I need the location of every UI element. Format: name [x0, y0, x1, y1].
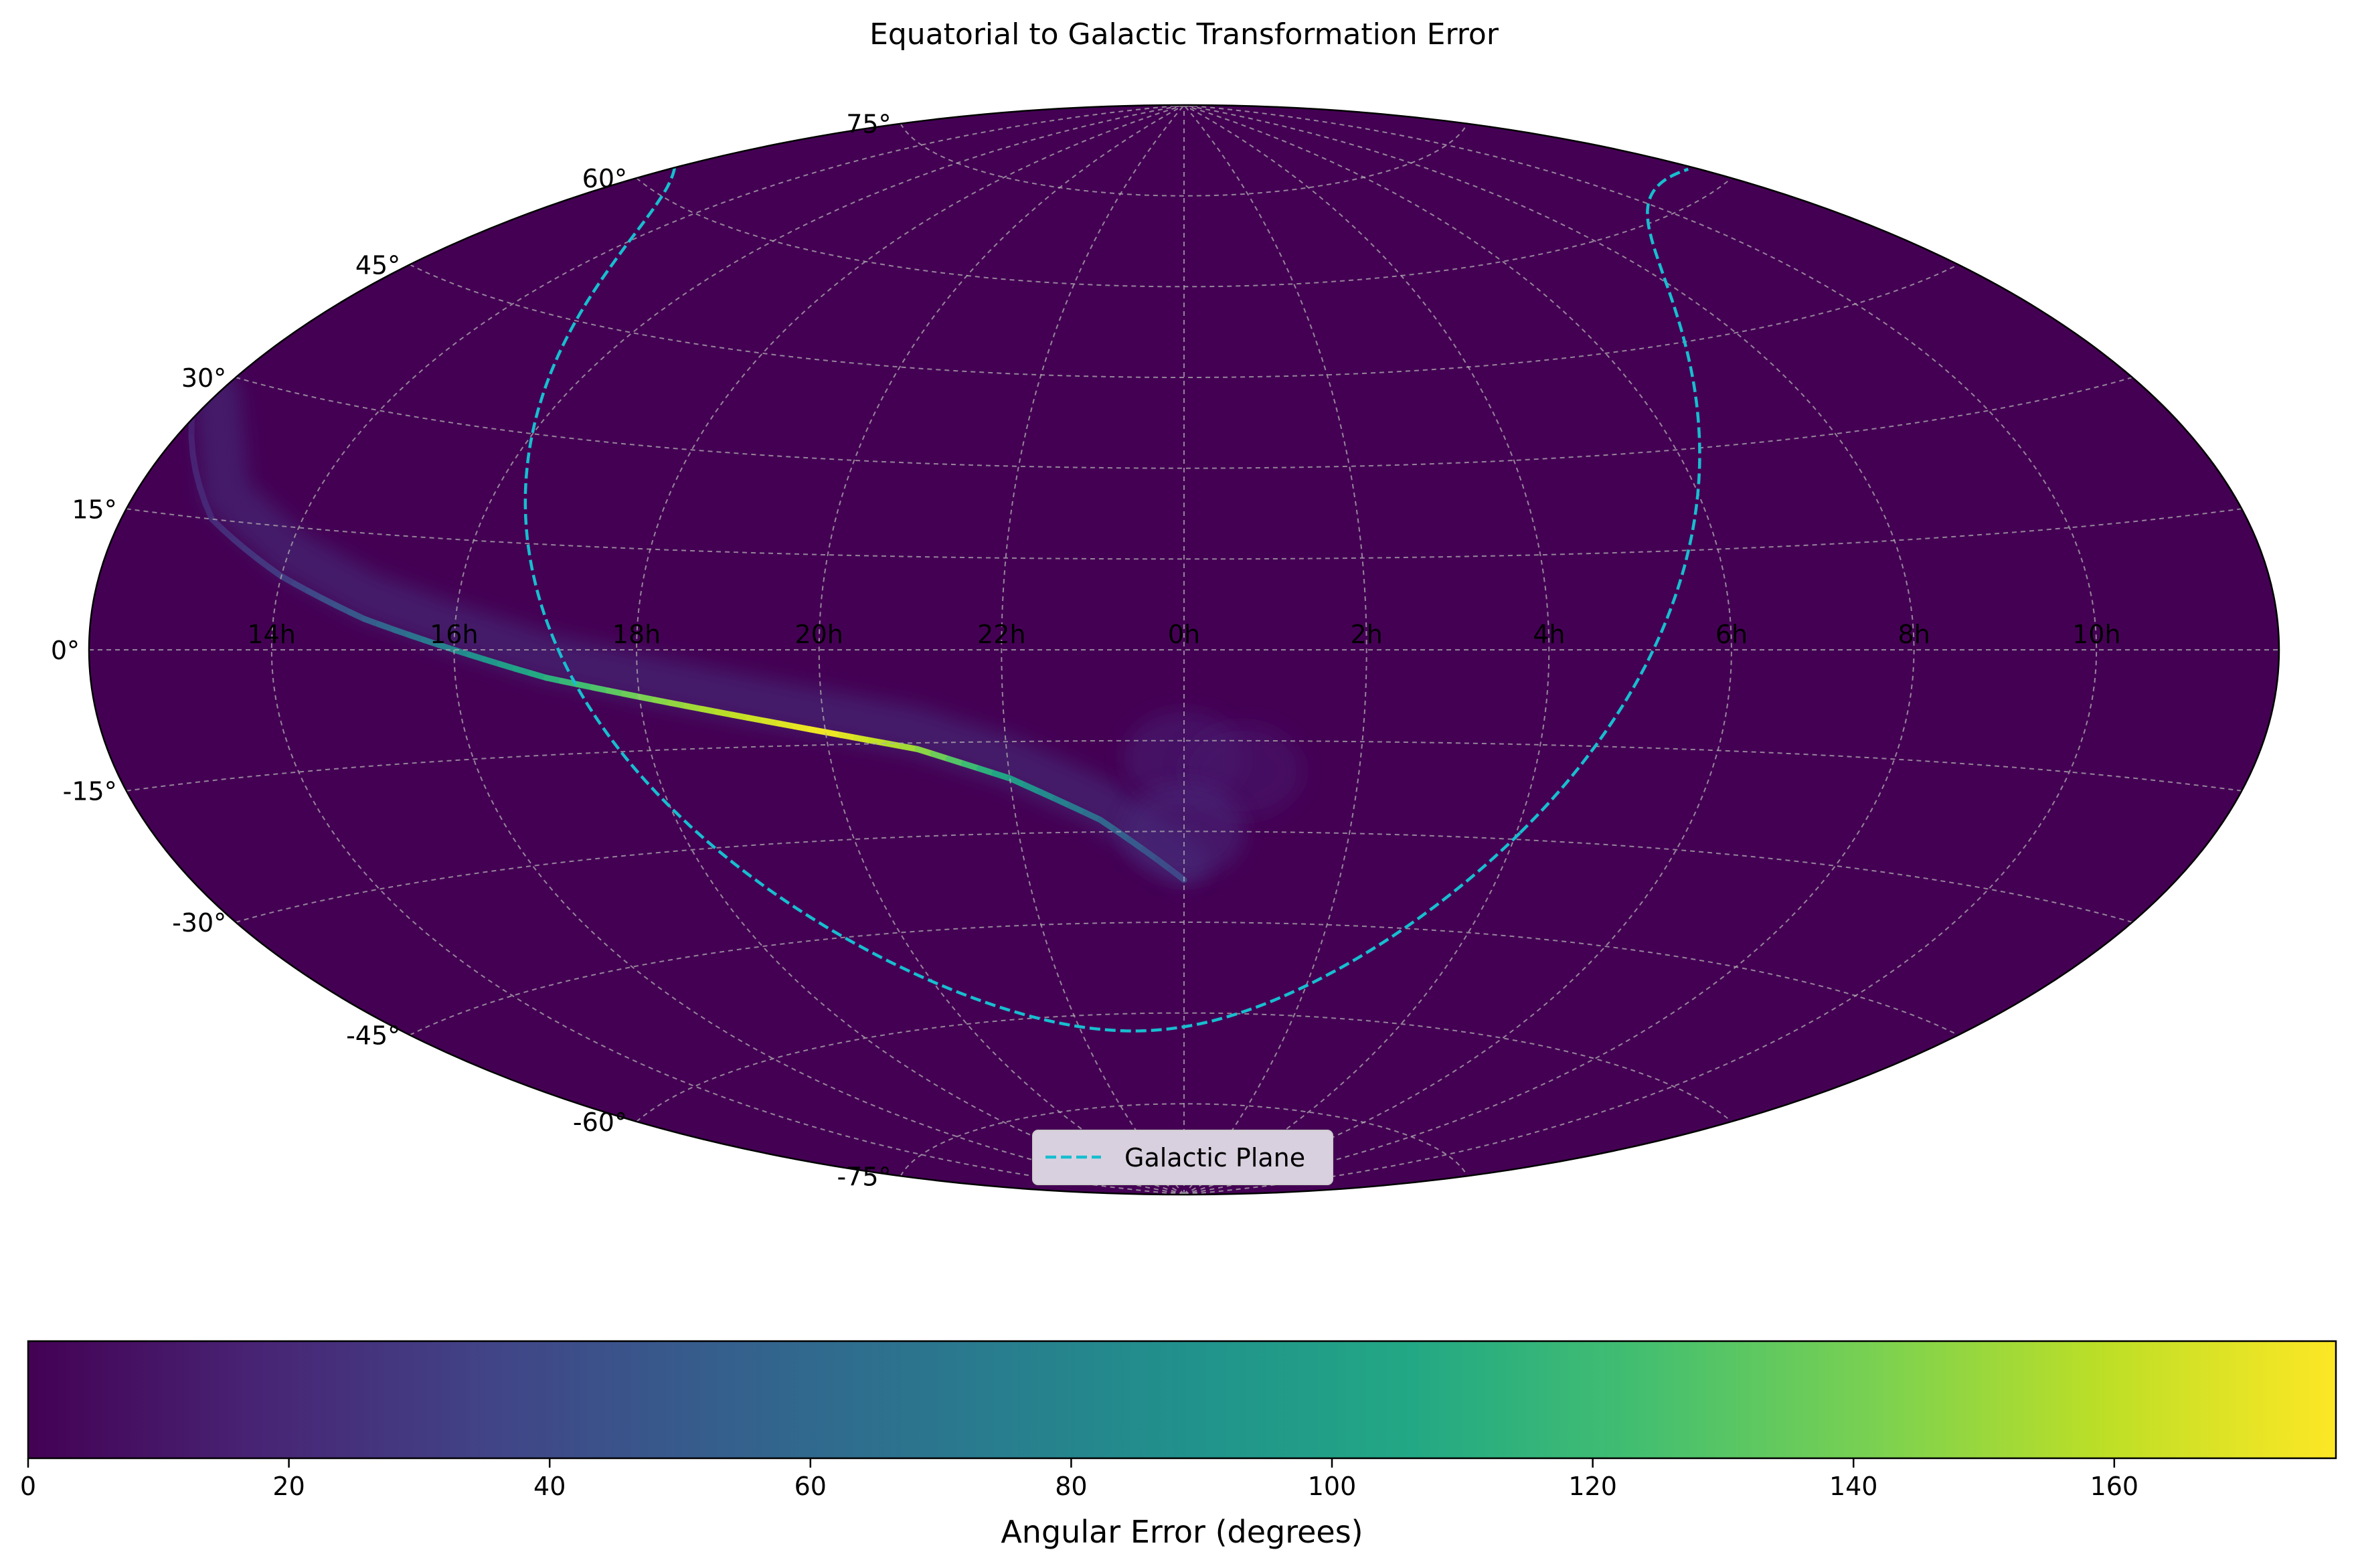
colorbar-ticks: 0 20 40 60 80 100 120 140 160 [20, 1458, 2138, 1501]
galactic-plane-line [1519, 167, 1701, 834]
dec-tick-labels: -75° -60° -45° -30° -15° 0° 15° 30° 45° 60° 75° [51, 110, 892, 1192]
dec-tick-label: 15° [72, 495, 116, 524]
dec-tick-label: 45° [355, 250, 400, 280]
colorbar-tick-label: 80 [1055, 1472, 1087, 1501]
colorbar-label: Angular Error (degrees) [1001, 1514, 1363, 1550]
sky-background [89, 105, 2279, 1195]
colorbar-tick-label: 20 [272, 1472, 305, 1501]
colorbar-tick-label: 120 [1568, 1472, 1617, 1501]
ra-tick-label: 16h [430, 620, 478, 649]
colorbar: 0 20 40 60 80 100 120 140 160 Angular Error (deg… [20, 1340, 2337, 1550]
colorbar-tick-label: 160 [2090, 1472, 2139, 1501]
colorbar-tick-label: 100 [1308, 1472, 1357, 1501]
colorbar-tick-label: 40 [533, 1472, 566, 1501]
coordinate-grid [89, 105, 2279, 1195]
sky-map: 14h 16h 18h 20h 22h 0h 2h 4h 6h 8h 10h -75° -60° -45… [51, 104, 2280, 1196]
grid-meridian [1183, 105, 1367, 1195]
dec-tick-label: 30° [181, 363, 226, 393]
legend-label-galactic-plane: Galactic Plane [1124, 1143, 1305, 1172]
ra-tick-label: 6h [1715, 620, 1748, 649]
dec-tick-label: -45° [346, 1021, 400, 1051]
dec-tick-label: -15° [63, 777, 117, 806]
grid-meridian [1183, 105, 1915, 1195]
ra-tick-label: 10h [2072, 620, 2120, 649]
dec-tick-label: -30° [172, 908, 226, 938]
dec-tick-label: 0° [51, 636, 80, 665]
ra-tick-label: 2h [1351, 620, 1383, 649]
grid-meridian [1183, 105, 1550, 1195]
galactic-plane-line [523, 167, 1521, 1033]
colorbar-gradient [27, 1340, 2337, 1460]
galactic-plane-layer [523, 167, 1701, 1033]
legend-box [1032, 1130, 1333, 1185]
ra-tick-labels: 14h 16h 18h 20h 22h 0h 2h 4h 6h 8h 10h [247, 620, 2120, 649]
ra-tick-label: 20h [794, 620, 843, 649]
ra-tick-label: 18h [612, 620, 661, 649]
grid-meridian [818, 105, 1185, 1195]
grid-parallel [409, 264, 1959, 378]
ra-tick-label: 14h [247, 620, 295, 649]
legend: Galactic Plane [1032, 1130, 1333, 1185]
grid-meridian [635, 105, 1185, 1195]
colorbar-tick-label: 0 [20, 1472, 36, 1501]
grid-meridian [453, 105, 1185, 1195]
grid-parallel [126, 739, 2242, 792]
grid-meridian [1183, 105, 1733, 1195]
dec-tick-label: -60° [573, 1108, 627, 1137]
dec-tick-label: 60° [582, 164, 627, 193]
ra-tick-label: 4h [1533, 620, 1565, 649]
grid-parallel [900, 1103, 1468, 1177]
ra-tick-label: 22h [977, 620, 1025, 649]
chart-title: Equatorial to Galactic Transformation Er… [869, 17, 1499, 52]
dec-tick-label: -75° [837, 1162, 891, 1191]
sky-border [88, 104, 2280, 1196]
grid-meridian [1001, 105, 1185, 1195]
ra-tick-label: 0h [1168, 620, 1200, 649]
colorbar-tick-label: 60 [794, 1472, 827, 1501]
dec-tick-label: 75° [846, 110, 891, 139]
error-band-segment [1167, 867, 1187, 883]
ra-tick-label: 8h [1898, 620, 1930, 649]
colorbar-tick-label: 140 [1829, 1472, 1878, 1501]
grid-parallel [636, 1012, 1732, 1122]
